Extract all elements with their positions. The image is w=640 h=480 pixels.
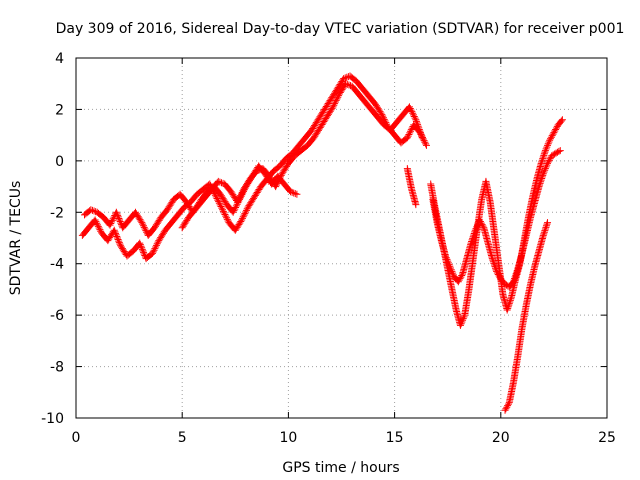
x-tick-label: 0 xyxy=(72,430,81,446)
y-tick-label: -4 xyxy=(50,257,64,273)
y-tick-label: -8 xyxy=(50,360,64,376)
y-tick-label: -2 xyxy=(50,205,64,221)
x-tick-label: 10 xyxy=(279,430,297,446)
y-tick-label: -6 xyxy=(50,308,64,324)
grid-lines xyxy=(76,58,607,418)
x-tick-label: 5 xyxy=(178,430,187,446)
series xyxy=(429,147,564,291)
y-tick-label: -10 xyxy=(41,411,64,427)
axis-ticks: 0 5 10 15 20 25 -10 -8 -6 -4 -2 0 2 4 xyxy=(41,51,616,446)
y-tick-label: 4 xyxy=(55,51,64,67)
series-markers xyxy=(403,165,420,209)
series xyxy=(178,162,301,232)
data-points xyxy=(78,72,566,414)
x-axis-label: GPS time / hours xyxy=(282,460,399,476)
series-markers xyxy=(178,162,301,232)
y-axis-label: SDTVAR / TECUs xyxy=(8,181,24,296)
series xyxy=(501,219,552,414)
series xyxy=(403,165,420,209)
x-tick-label: 20 xyxy=(492,430,510,446)
y-tick-label: 0 xyxy=(55,154,64,170)
x-tick-label: 25 xyxy=(598,430,616,446)
plot-frame xyxy=(75,57,608,419)
x-tick-label: 15 xyxy=(386,430,404,446)
chart-title: Day 309 of 2016, Sidereal Day-to-day VTE… xyxy=(56,21,625,37)
series-markers xyxy=(501,219,552,414)
series-markers xyxy=(429,147,564,291)
y-tick-label: 2 xyxy=(55,102,64,118)
